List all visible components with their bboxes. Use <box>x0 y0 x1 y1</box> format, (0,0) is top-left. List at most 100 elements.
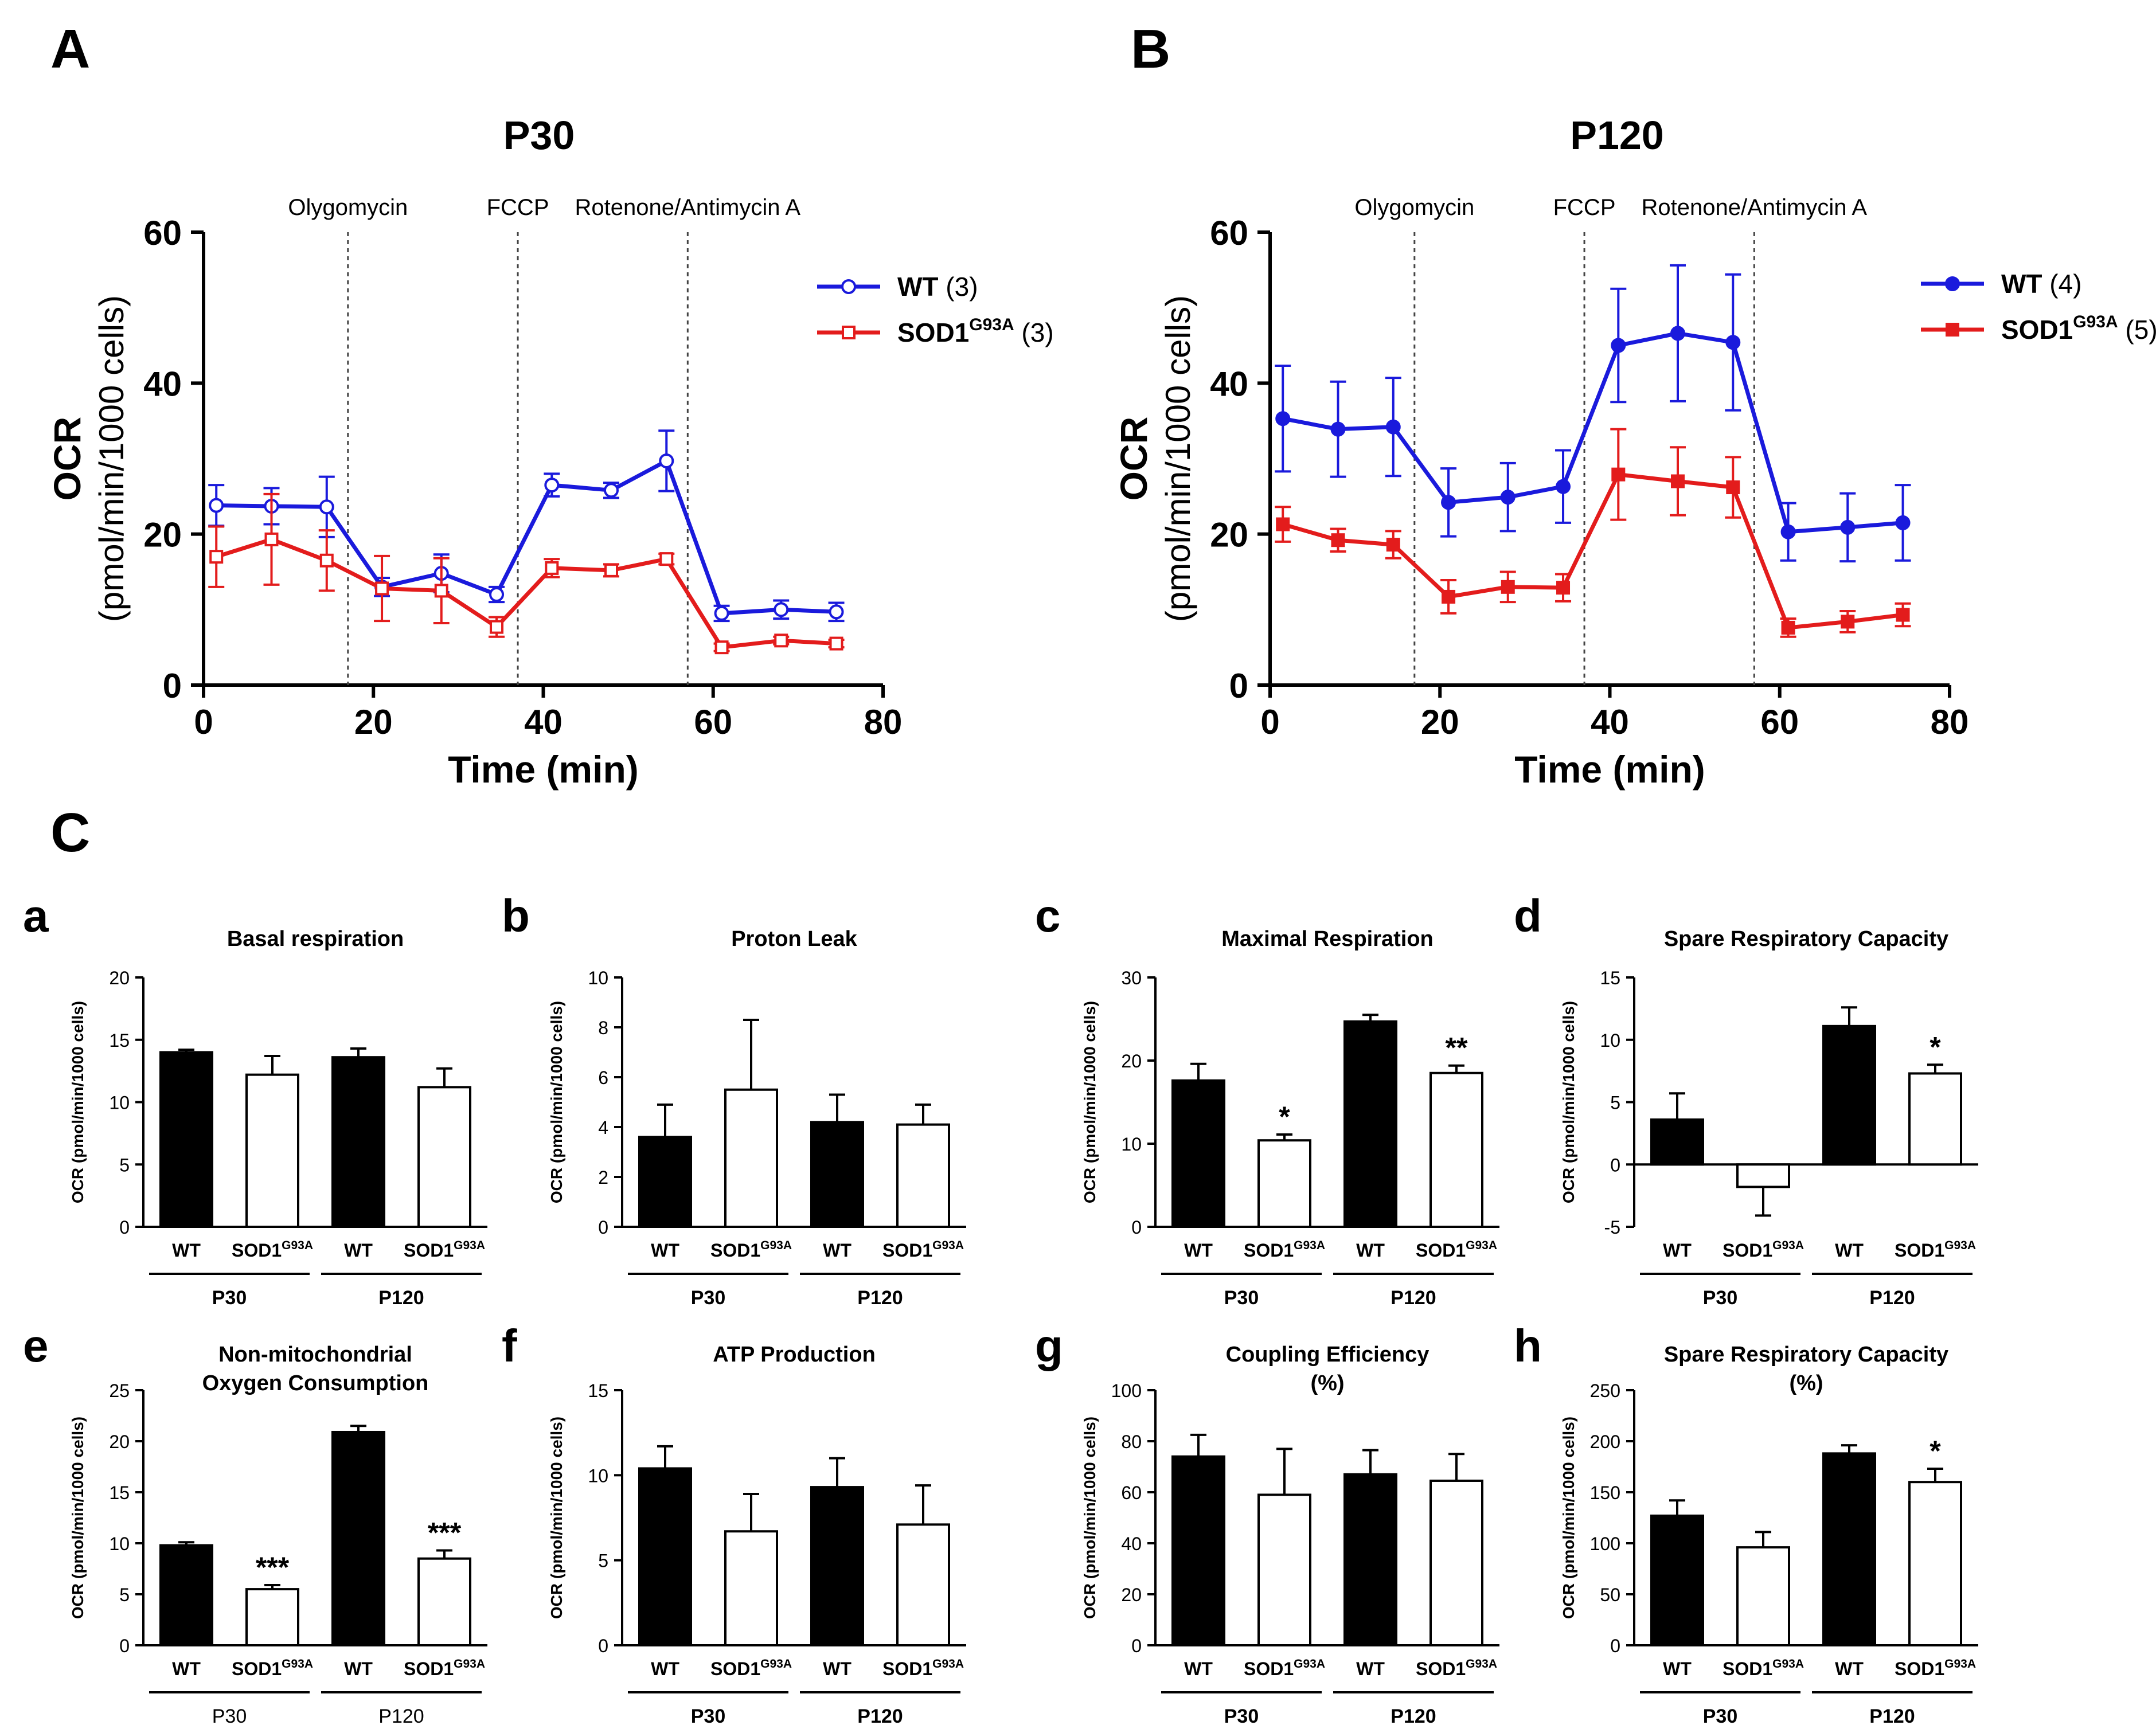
legend-n: (4) <box>2042 269 2082 299</box>
category-label-base: WT <box>1835 1658 1864 1679</box>
category-label-base: WT <box>1184 1240 1213 1261</box>
bar <box>1822 1452 1876 1647</box>
legend-n: (5) <box>2118 315 2156 345</box>
bar <box>1822 1024 1876 1166</box>
bar <box>245 1588 299 1647</box>
category-label-superscript: G93A <box>932 1657 964 1671</box>
category-label-base: WT <box>651 1240 679 1261</box>
category-label: WT <box>172 1658 201 1679</box>
category-label: SOD1G93A <box>1723 1239 1804 1261</box>
category-label-superscript: G93A <box>1466 1239 1497 1252</box>
category-label: SOD1G93A <box>1416 1657 1497 1679</box>
category-label-base: SOD1 <box>404 1240 454 1261</box>
y-tick-label: 150 <box>1590 1482 1620 1503</box>
group-label: P120 <box>378 1287 424 1309</box>
category-label-base: SOD1 <box>232 1658 282 1679</box>
category-label: WT <box>1356 1658 1385 1679</box>
category-label-base: SOD1 <box>1895 1658 1944 1679</box>
series-sod1 <box>1275 428 1911 638</box>
y-tick-label: 60 <box>143 214 182 252</box>
data-point <box>209 498 224 513</box>
chart-title: P120 <box>1570 113 1663 158</box>
bar-chart-h: h Spare Respiratory Capacity (%) 0 50 100 150 2… <box>1514 1320 1978 1727</box>
y-tick-label: 0 <box>1131 1217 1142 1238</box>
group-label: P120 <box>857 1287 903 1309</box>
category-label: SOD1G93A <box>1895 1239 1976 1261</box>
category-label-superscript: G93A <box>1944 1239 1976 1252</box>
category-label: WT <box>1184 1240 1213 1261</box>
y-tick-label: 40 <box>143 365 182 403</box>
bar-chart-g: g Coupling Efficiency (%) 0 20 40 60 80 100 OCR (… <box>1035 1320 1499 1727</box>
data-point <box>1726 480 1740 495</box>
bar-chart-e: e Non-mitochondrial Oxygen Consumption 0 5 10… <box>23 1320 487 1727</box>
data-point <box>604 563 618 577</box>
bar <box>1257 1139 1311 1228</box>
bar <box>245 1073 299 1229</box>
injection-label: FCCP <box>1553 195 1616 220</box>
data-point <box>434 584 448 598</box>
legend-n: (3) <box>1014 318 1054 347</box>
bar <box>1908 1072 1962 1166</box>
data-point <box>544 478 560 493</box>
category-label: SOD1G93A <box>882 1239 964 1261</box>
y-tick-label: -5 <box>1604 1217 1620 1238</box>
y-tick-label: 0 <box>119 1217 130 1238</box>
y-tick-label: 10 <box>1121 1134 1142 1155</box>
y-tick-label: 15 <box>109 1482 130 1503</box>
data-point <box>1611 338 1626 353</box>
y-tick-label: 20 <box>109 968 130 988</box>
category-label: SOD1G93A <box>710 1239 792 1261</box>
chart-title: ATP Production <box>713 1343 876 1367</box>
y-tick-label: 6 <box>598 1067 608 1088</box>
x-tick-label: 0 <box>1260 703 1279 741</box>
data-point <box>1441 495 1456 510</box>
category-label: SOD1G93A <box>404 1239 485 1261</box>
category-label-superscript: G93A <box>454 1657 485 1671</box>
category-label-base: SOD1 <box>882 1240 932 1261</box>
group-label: P30 <box>1224 1705 1259 1727</box>
category-label: SOD1G93A <box>232 1657 313 1679</box>
data-point <box>1780 524 1796 539</box>
data-point <box>1895 515 1911 530</box>
y-tick-label: 10 <box>588 968 608 988</box>
x-tick-label: 60 <box>694 703 732 741</box>
y-axis-label: OCR <box>1112 417 1155 501</box>
category-label-base: SOD1 <box>1895 1240 1944 1261</box>
y-tick-label: 100 <box>1590 1534 1620 1554</box>
bar <box>1429 1071 1483 1228</box>
bar-chart-c: c Maximal Respiration 0 10 20 30 OCR (pmol/min… <box>1035 890 1499 1309</box>
y-tick-label: 2 <box>598 1167 608 1188</box>
bar <box>638 1136 692 1229</box>
category-label-base: SOD1 <box>404 1658 454 1679</box>
legend-label: SOD1G93A (3) <box>897 315 1054 347</box>
category-label-superscript: G93A <box>1944 1657 1976 1671</box>
data-point <box>659 453 674 468</box>
legend-label: WT (4) <box>2001 269 2082 299</box>
legend-marker <box>1946 323 1959 337</box>
y-axis-unit-label: (pmol/min/1000 cells) <box>92 295 131 622</box>
legend-name: SOD1 <box>897 318 969 347</box>
category-label: SOD1G93A <box>232 1239 313 1261</box>
y-tick-label: 5 <box>119 1155 130 1175</box>
category-label-base: WT <box>651 1658 679 1679</box>
group-label: P120 <box>1391 1705 1436 1727</box>
x-tick-label: 80 <box>1931 703 1969 741</box>
panel-letter-d: d <box>1514 890 1542 941</box>
data-point <box>604 483 619 498</box>
category-label: SOD1G93A <box>882 1657 964 1679</box>
category-label-base: WT <box>1356 1658 1385 1679</box>
y-tick-label: 10 <box>1600 1030 1620 1051</box>
y-tick-label: 25 <box>109 1380 130 1401</box>
x-tick-label: 0 <box>194 703 213 741</box>
y-tick-label: 200 <box>1590 1431 1620 1452</box>
group-label: P120 <box>1869 1287 1915 1309</box>
bar <box>1429 1479 1483 1647</box>
data-point <box>375 581 389 596</box>
data-point <box>1725 335 1741 350</box>
legend-marker <box>1945 276 1960 291</box>
bar <box>1171 1079 1225 1229</box>
y-tick-label: 40 <box>1210 365 1248 403</box>
significance-star: * <box>1279 1101 1290 1133</box>
y-tick-label: 0 <box>1131 1636 1142 1656</box>
